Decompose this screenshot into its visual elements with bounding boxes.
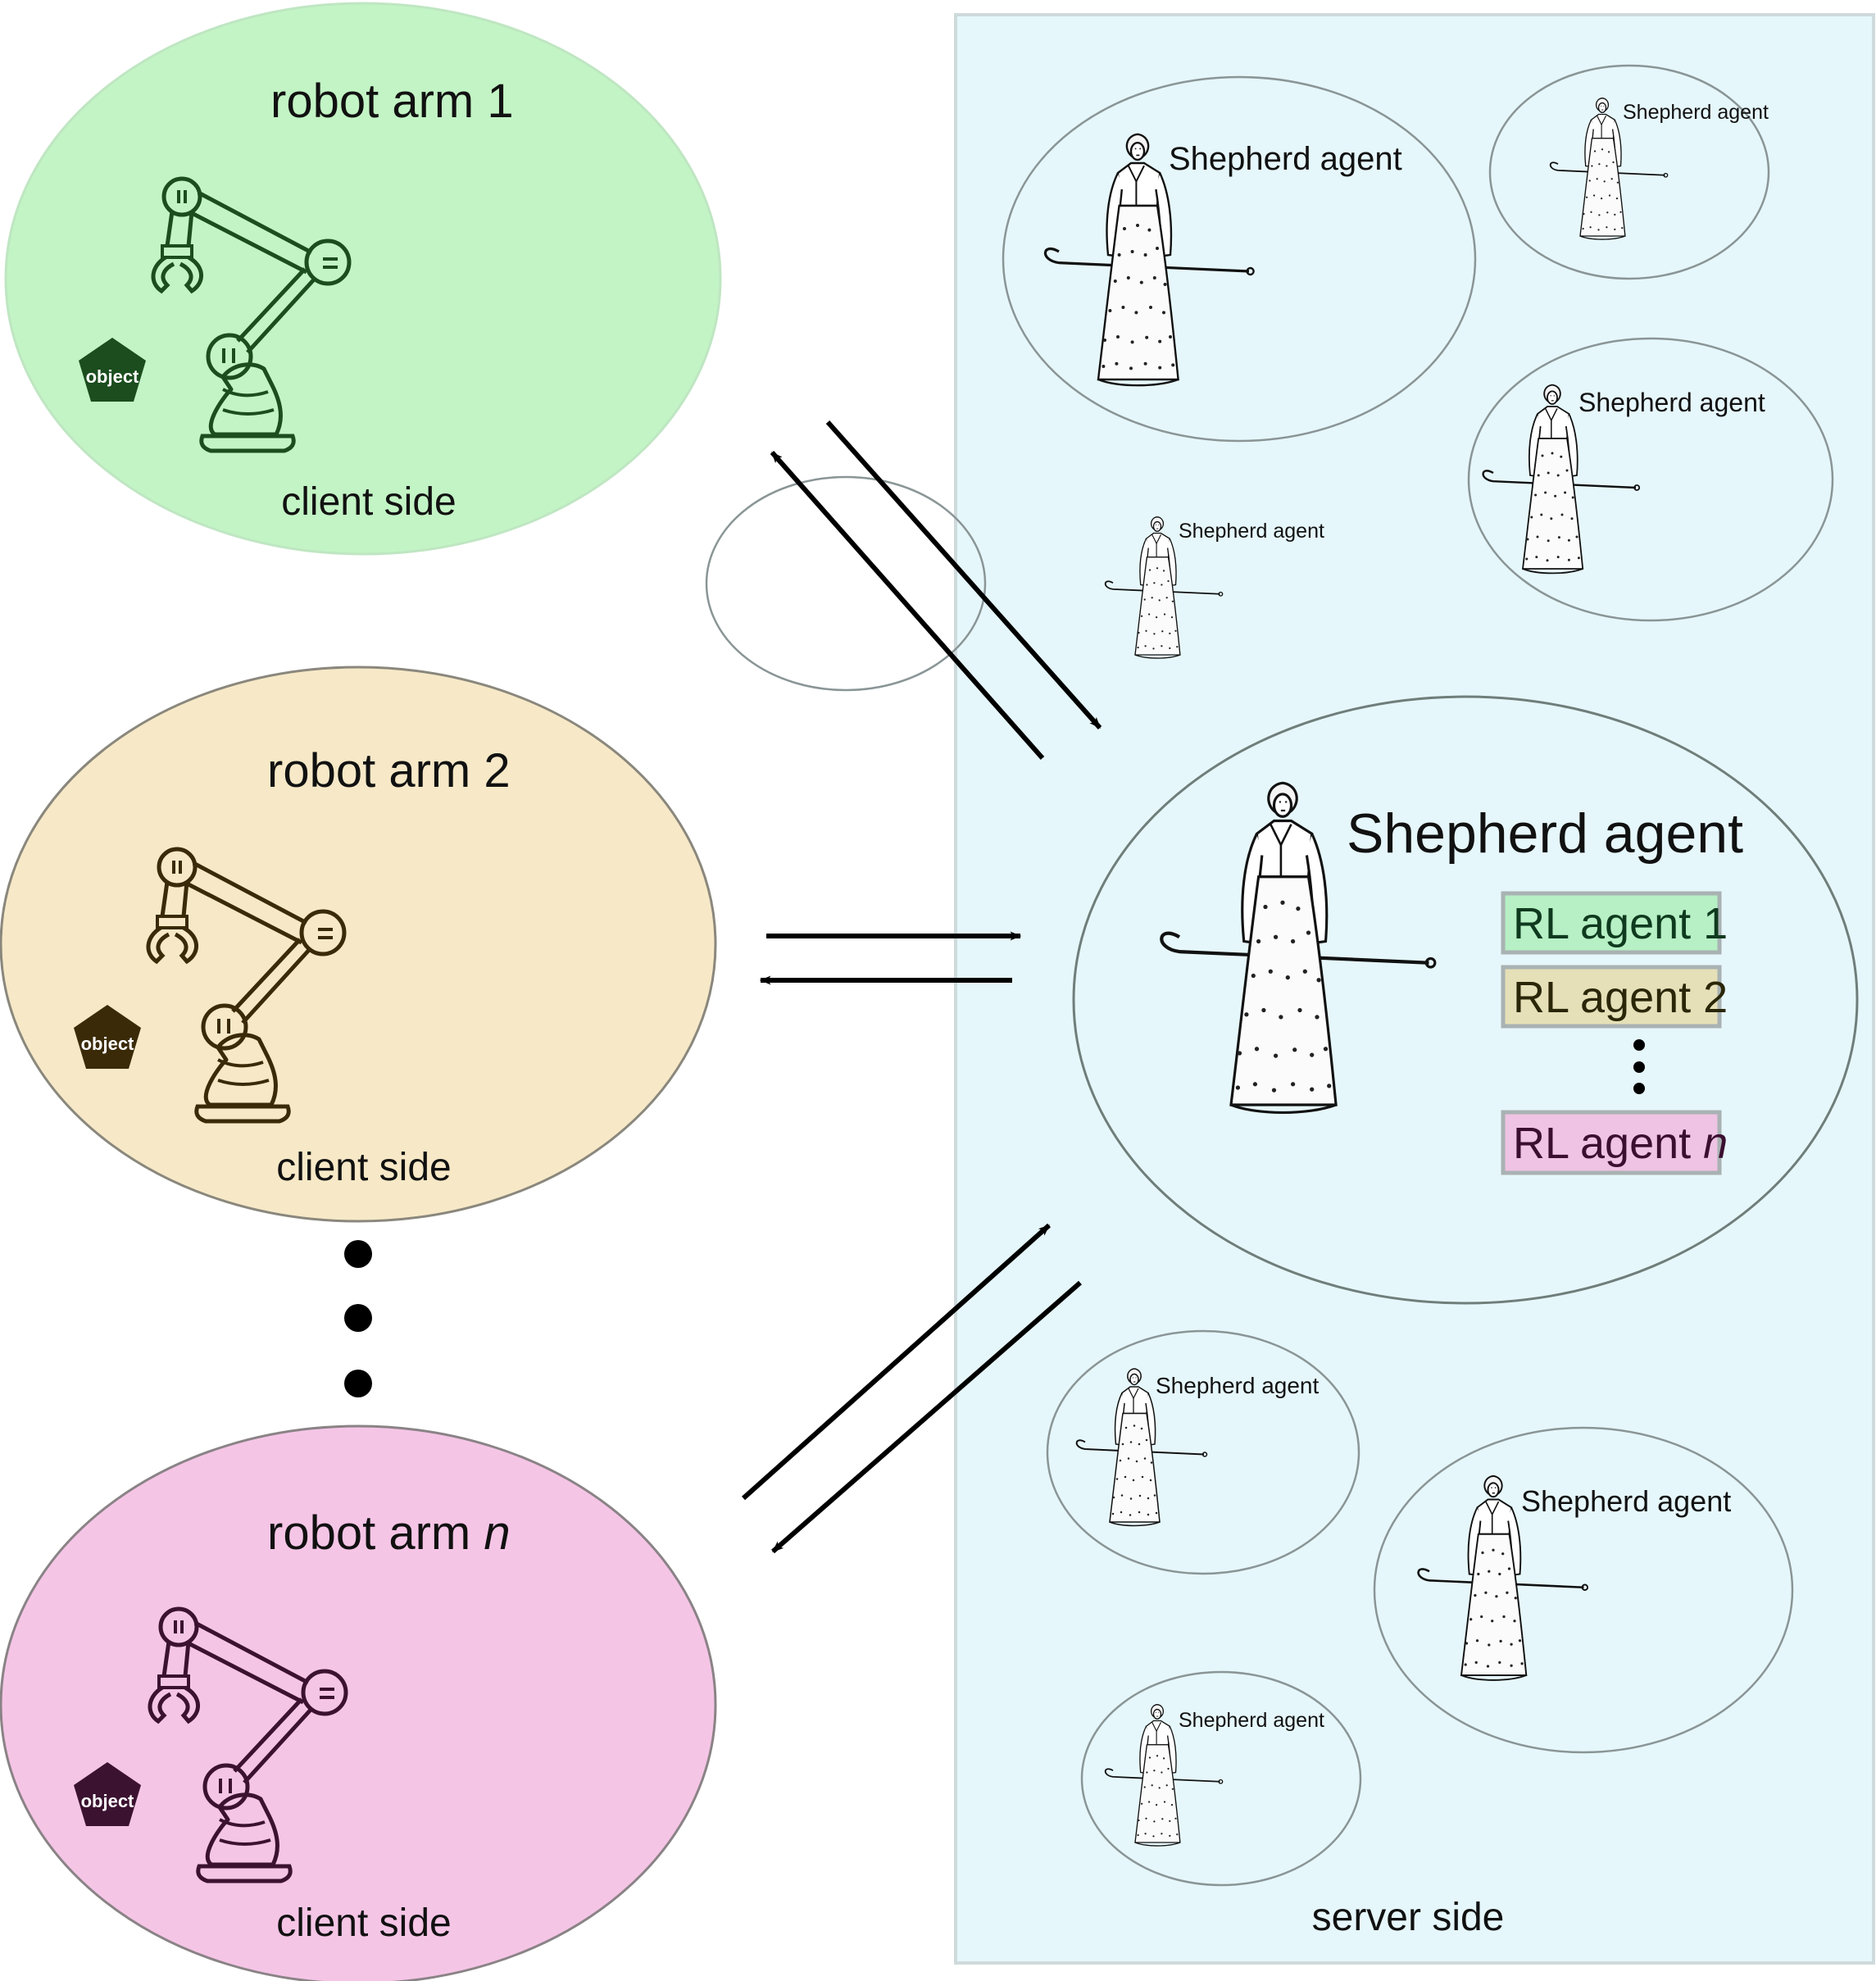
svg-text:object: object [81, 1791, 134, 1811]
client-robot-arm-n[interactable]: robot arm n object client side [1, 1426, 715, 1981]
robot-arm-title: robot arm 2 [267, 744, 511, 797]
rl-agent-2-label: RL agent 2 [1513, 973, 1728, 1022]
main-shepherd-agent-label: Shepherd agent [1347, 802, 1743, 865]
server-side-label: server side [1312, 1896, 1505, 1939]
shepherd-agent-label: Shepherd agent [1623, 101, 1769, 124]
client-side-label: client side [276, 1901, 451, 1945]
server-panel [956, 15, 1874, 1963]
vertical-ellipsis-icon [1633, 1039, 1645, 1094]
robot-arm-title: robot arm n [267, 1506, 511, 1560]
shepherd-agent-label: Shepherd agent [1578, 388, 1765, 417]
rl-agent-n-label: RL agent n [1513, 1119, 1728, 1168]
vertical-ellipsis-icon [344, 1240, 372, 1397]
svg-text:object: object [81, 1034, 134, 1054]
shepherd-agent-label: Shepherd agent [1179, 1709, 1324, 1732]
shepherd-agent-label: Shepherd agent [1156, 1373, 1320, 1398]
client-side-label: client side [276, 1146, 451, 1189]
client-side-label: client side [281, 480, 456, 524]
client-robot-arm-2[interactable]: robot arm 2 object client side [1, 667, 715, 1221]
svg-text:object: object [86, 366, 139, 387]
shepherd-agent-label: Shepherd agent [1169, 141, 1402, 177]
shepherd-agent-label: Shepherd agent [1179, 520, 1324, 543]
rl-agent-1-label: RL agent 1 [1513, 899, 1728, 948]
rl-agent-n-box[interactable]: RL agent n [1503, 1112, 1728, 1173]
shepherd-agent-label: Shepherd agent [1521, 1484, 1731, 1518]
robot-arm-title: robot arm 1 [270, 75, 514, 128]
rl-agent-2-box[interactable]: RL agent 2 [1503, 967, 1728, 1026]
client-robot-arm-1[interactable]: robot arm 1 object client side [6, 3, 720, 554]
rl-agent-1-box[interactable]: RL agent 1 [1503, 893, 1728, 952]
